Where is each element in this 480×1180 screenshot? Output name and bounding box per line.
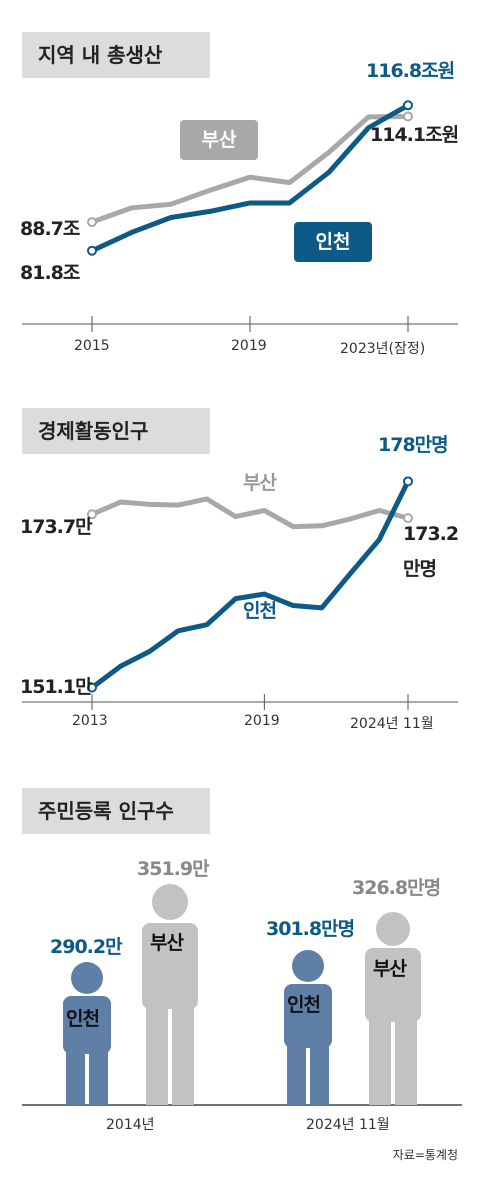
gdp-busan-start-label: 88.7조 bbox=[20, 218, 80, 240]
labor-tick-2024: 2024년 11월 bbox=[350, 716, 434, 732]
labor-tick-2013: 2013 bbox=[72, 713, 108, 729]
data-point-incheon-2015 bbox=[87, 245, 97, 256]
labor-busan-line bbox=[91, 496, 409, 530]
gdp-incheon-line bbox=[90, 103, 410, 254]
labor-chart-title: 경제활동인구 bbox=[22, 408, 210, 454]
gdp-endpoints bbox=[87, 100, 413, 256]
population-incheon-2024-value: 301.8만명 bbox=[266, 918, 355, 940]
data-point-busan-2024 bbox=[403, 513, 413, 524]
data-point-busan-2013 bbox=[87, 509, 97, 520]
data-point-incheon-2013 bbox=[87, 682, 97, 693]
labor-incheon-start-label: 151.1만 bbox=[20, 676, 93, 698]
gdp-tick-2019: 2019 bbox=[231, 338, 267, 354]
labor-busan-end-label-2: 만명 bbox=[403, 558, 437, 580]
person-busan-2014-label: 부산 bbox=[150, 932, 184, 954]
population-category-2014: 2014년 bbox=[106, 1117, 155, 1133]
labor-incheon-line bbox=[90, 480, 411, 690]
gdp-incheon-start-label: 81.8조 bbox=[20, 262, 80, 284]
gdp-tick-2015: 2015 bbox=[74, 338, 110, 354]
gdp-chart-title: 지역 내 총생산 bbox=[22, 32, 210, 78]
population-incheon-2014-value: 290.2만 bbox=[50, 936, 123, 958]
data-point-busan-2023 bbox=[403, 111, 413, 122]
person-busan-2024 bbox=[365, 912, 421, 1105]
gdp-x-axis bbox=[22, 316, 458, 332]
data-point-incheon-2023 bbox=[403, 100, 413, 111]
population-chart-title: 주민등록 인구수 bbox=[22, 788, 210, 834]
labor-busan-series-label: 부산 bbox=[243, 472, 277, 494]
gdp-incheon-end-label: 116.8조원 bbox=[366, 60, 455, 82]
labor-endpoints bbox=[87, 476, 413, 693]
person-incheon-2024-label: 인천 bbox=[287, 994, 321, 1016]
population-busan-2014-value: 351.9만 bbox=[137, 858, 210, 880]
labor-busan-end-label-1: 173.2 bbox=[403, 523, 459, 545]
labor-incheon-series-label: 인천 bbox=[243, 600, 277, 622]
data-point-busan-2015 bbox=[87, 217, 97, 228]
labor-tick-2019: 2019 bbox=[244, 713, 280, 729]
gdp-busan-line bbox=[91, 114, 409, 225]
gdp-busan-tag: 부산 bbox=[180, 120, 258, 160]
person-busan-2014 bbox=[142, 884, 198, 1105]
labor-incheon-end-label: 178만명 bbox=[378, 434, 449, 456]
person-incheon-2024 bbox=[284, 950, 332, 1105]
gdp-incheon-tag: 인천 bbox=[294, 222, 372, 262]
gdp-tick-2023: 2023년(잠정) bbox=[340, 341, 426, 357]
person-incheon-2014 bbox=[63, 962, 111, 1105]
person-busan-2024-label: 부산 bbox=[373, 958, 407, 980]
labor-busan-start-label: 173.7만 bbox=[20, 516, 93, 538]
source-note: 자료=통계청 bbox=[392, 1148, 458, 1162]
gdp-busan-end-label: 114.1조원 bbox=[370, 124, 459, 146]
labor-x-axis bbox=[22, 694, 458, 710]
population-busan-2024-value: 326.8만명 bbox=[352, 877, 441, 899]
population-category-2024: 2024년 11월 bbox=[306, 1117, 390, 1133]
data-point-incheon-2024 bbox=[403, 476, 413, 487]
person-incheon-2014-label: 인천 bbox=[66, 1008, 100, 1030]
